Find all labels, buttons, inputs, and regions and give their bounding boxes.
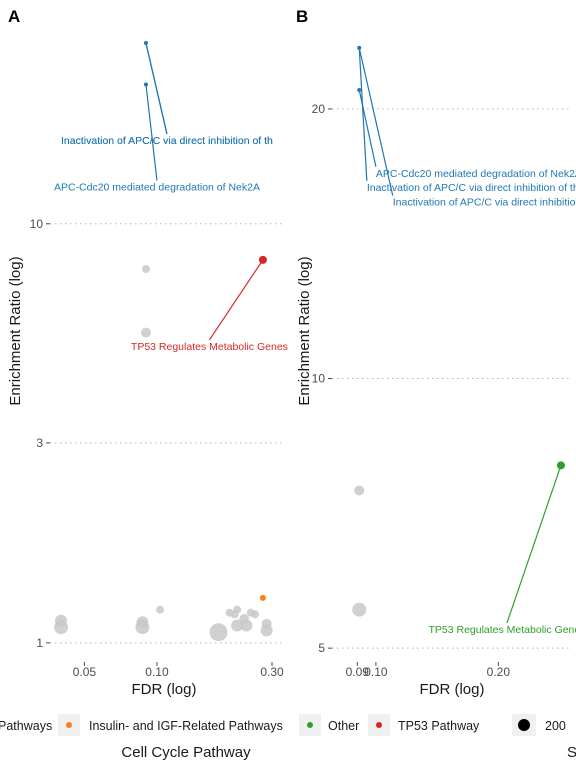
legend-label-tp53: TP53 Pathway xyxy=(398,719,480,733)
legend-label-other: Other xyxy=(328,719,359,733)
panel-a-annotations: Inactivation of APC/C via direct inhibit… xyxy=(54,135,288,353)
panel-a-x-ticks: 0.05 0.10 0.30 xyxy=(73,662,284,679)
point-a-10 xyxy=(156,605,165,614)
x-tick-label-b-1: 0.10 xyxy=(364,665,388,679)
point-b-2 xyxy=(556,461,565,470)
legend-label-insulin: Insulin- and IGF-Related Pathways xyxy=(89,719,283,733)
panel-b-annotation-lines xyxy=(358,47,562,624)
y-tick-label-a-0: 1 xyxy=(36,636,43,650)
annotation-line-a-2 xyxy=(145,84,158,181)
point-a-2 xyxy=(258,255,267,264)
legend-label-pathways: Pathways xyxy=(0,719,52,733)
x-tick-label-a-2: 0.30 xyxy=(260,665,284,679)
point-a-15 xyxy=(231,619,244,632)
x-tick-label-b-0: 0.09 xyxy=(346,665,370,679)
legend-entry-other: Other xyxy=(299,714,359,736)
x-tick-label-b-2: 0.20 xyxy=(487,665,511,679)
y-tick-label-a-1: 3 xyxy=(36,436,43,450)
annotation-line-b-3 xyxy=(506,465,562,624)
annotation-label-b-3: TP53 Regulates Metabolic Genes xyxy=(428,624,576,636)
panel-b-y-ticks: 5 10 20 xyxy=(312,102,332,655)
legend-title-color: Cell Cycle Pathway xyxy=(121,744,251,761)
y-tick-label-a-2: 10 xyxy=(30,217,44,231)
point-a-11 xyxy=(209,623,228,642)
y-tick-label-b-0: 5 xyxy=(318,641,325,655)
annotation-label-a-3: TP53 Regulates Metabolic Genes xyxy=(131,341,288,353)
y-tick-label-b-2: 20 xyxy=(312,102,326,116)
point-a-1 xyxy=(143,82,148,87)
legend-size-label: 200 xyxy=(545,719,566,733)
annotation-line-b-1 xyxy=(358,89,377,167)
legend-dot-tp53 xyxy=(376,722,382,728)
point-b-4 xyxy=(352,602,367,617)
legend-entry-insulin: Insulin- and IGF-Related Pathways xyxy=(58,714,283,736)
annotation-line-b-0 xyxy=(358,47,368,181)
legend-entry-pathways: Pathways xyxy=(0,719,52,733)
panel-b-points xyxy=(352,45,565,617)
point-b-3 xyxy=(354,485,365,496)
point-b-0 xyxy=(357,45,362,50)
point-a-4 xyxy=(140,327,151,338)
point-a-3 xyxy=(141,264,150,273)
panel-b-annotations: Inactivation of APC/C via direct inhibit… xyxy=(367,168,576,636)
panel-a-y-label: Enrichment Ratio (log) xyxy=(7,256,24,405)
point-a-21 xyxy=(260,624,273,637)
panel-b-tag: B xyxy=(296,7,308,26)
panel-a-annotation-lines xyxy=(145,42,264,341)
legend-dot-other xyxy=(307,722,313,728)
point-a-14 xyxy=(233,605,242,614)
panel-a: A Inactivation of APC/C via direct inhib… xyxy=(7,7,288,698)
annotation-label-b-2: Inactivation of APC/C via direct inhibit… xyxy=(393,197,576,209)
annotation-line-a-3 xyxy=(208,259,264,341)
panel-a-y-ticks: 1 3 10 xyxy=(30,217,50,650)
point-a-19 xyxy=(251,610,260,619)
annotation-label-a-2: APC-Cdc20 mediated degradation of Nek2A xyxy=(54,182,260,194)
x-tick-label-a-0: 0.05 xyxy=(73,665,97,679)
x-tick-label-a-1: 0.10 xyxy=(145,665,169,679)
point-a-0 xyxy=(143,41,148,46)
legend-entry-tp53: TP53 Pathway xyxy=(368,714,480,736)
annotation-label-a-1: Inactivation of APC/C via direct inhibit… xyxy=(61,135,273,147)
panel-a-x-label: FDR (log) xyxy=(131,681,196,698)
point-a-17 xyxy=(240,619,253,632)
panel-a-tag: A xyxy=(8,7,20,26)
point-a-5 xyxy=(259,594,266,601)
annotation-label-b-0: Inactivation of APC/C via direct inhibit… xyxy=(367,182,576,194)
annotation-line-a-1 xyxy=(145,42,168,135)
legend-size-dot xyxy=(518,719,530,731)
point-a-9 xyxy=(135,620,150,635)
y-tick-label-b-1: 10 xyxy=(312,372,326,386)
panel-b-y-label: Enrichment Ratio (log) xyxy=(296,256,313,405)
legend: Pathways Insulin- and IGF-Related Pathwa… xyxy=(0,714,576,761)
legend-title-size: S xyxy=(567,744,576,761)
annotation-label-a-0: Inactivation of APC/C via direct inhibit… xyxy=(61,135,273,147)
panel-b-x-label: FDR (log) xyxy=(419,681,484,698)
annotation-label-b-1: APC-Cdc20 mediated degradation of Nek2A xyxy=(376,168,576,180)
panel-a-points xyxy=(54,41,273,642)
legend-size-entry: 200 xyxy=(512,714,566,736)
point-b-1 xyxy=(357,87,362,92)
point-a-7 xyxy=(54,620,69,635)
panel-a-grid xyxy=(50,223,282,644)
legend-dot-insulin xyxy=(66,722,72,728)
panel-b-x-ticks: 0.090.10 0.20 xyxy=(346,662,511,679)
annotation-line-b-2 xyxy=(358,47,394,196)
panel-b: B Inactivation of APC/C via direct inhib… xyxy=(296,7,576,698)
